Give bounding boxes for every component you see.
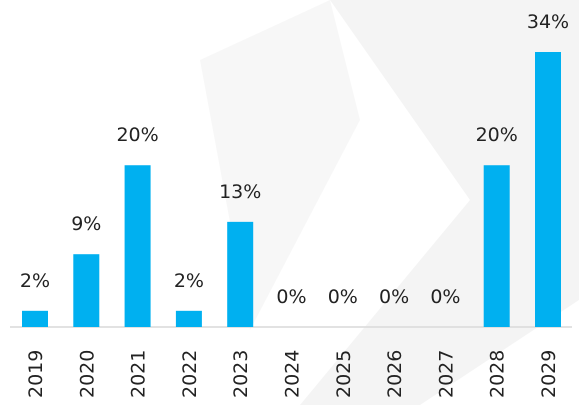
x-tick-label: 2022	[179, 350, 201, 398]
bar	[73, 254, 100, 327]
data-label: 13%	[219, 181, 261, 203]
data-label: 0%	[328, 286, 358, 308]
watermark	[200, 0, 360, 330]
data-label: 20%	[476, 124, 518, 146]
data-label: 20%	[116, 124, 158, 146]
x-tick-label: 2019	[25, 350, 47, 398]
x-tick-label: 2028	[487, 350, 509, 398]
data-label: 34%	[527, 11, 569, 33]
data-label: 0%	[276, 286, 306, 308]
x-tick-label: 2024	[282, 350, 304, 398]
data-label: 2%	[20, 270, 50, 292]
bar	[483, 165, 510, 327]
bar	[175, 310, 202, 327]
bar	[227, 221, 254, 327]
x-tick-label: 2026	[384, 350, 406, 398]
x-tick-label: 2027	[435, 350, 457, 398]
x-tick-label: 2029	[538, 350, 560, 398]
data-label: 9%	[71, 213, 101, 235]
x-tick-label: 2021	[128, 350, 150, 398]
bar	[22, 310, 48, 327]
data-label: 2%	[174, 270, 204, 292]
bar	[124, 165, 151, 327]
x-tick-label: 2025	[333, 350, 355, 398]
x-tick-label: 2023	[230, 350, 252, 398]
data-label: 0%	[379, 286, 409, 308]
bar	[535, 52, 561, 327]
x-tick-label: 2020	[76, 350, 98, 398]
data-label: 0%	[430, 286, 460, 308]
